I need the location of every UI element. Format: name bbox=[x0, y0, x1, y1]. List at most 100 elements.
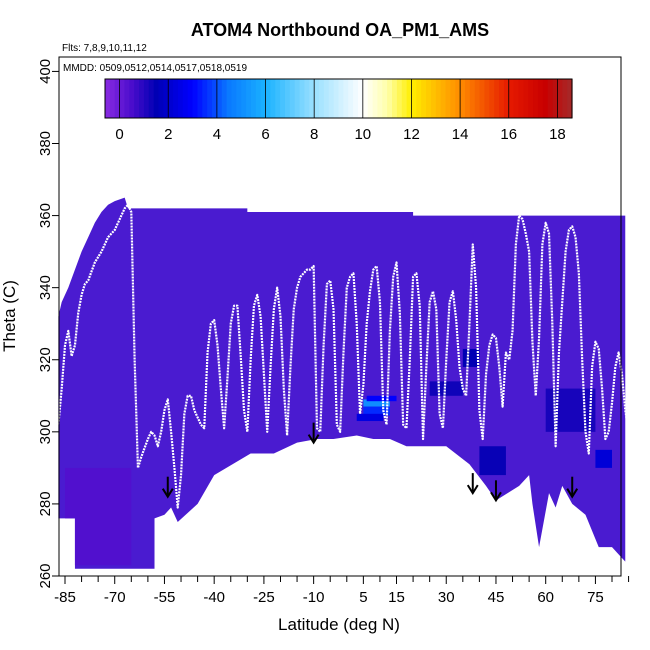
colorbar-tick-label: 12 bbox=[403, 126, 420, 143]
colorbar-swatch bbox=[445, 79, 451, 118]
field-cell bbox=[545, 388, 596, 432]
colorbar-swatch bbox=[484, 79, 490, 118]
x-tick-label: -10 bbox=[303, 589, 325, 606]
x-tick-label: 75 bbox=[587, 589, 604, 606]
field-cell bbox=[363, 406, 390, 416]
colorbar-swatch bbox=[542, 79, 549, 118]
colorbar-swatch bbox=[328, 79, 335, 118]
colorbar-swatch bbox=[148, 79, 155, 118]
colorbar-swatch bbox=[348, 79, 354, 118]
colorbar-swatch bbox=[372, 79, 379, 118]
colorbar-swatch bbox=[153, 79, 160, 118]
flight-track-line bbox=[57, 203, 630, 509]
colorbar-swatch bbox=[143, 79, 150, 118]
colorbar-swatch bbox=[163, 79, 169, 118]
colorbar-swatch bbox=[114, 79, 121, 118]
dates-label: MMDD: 0509,0512,0514,0517,0518,0519 bbox=[63, 63, 247, 74]
colorbar-swatch bbox=[246, 79, 252, 118]
colorbar-swatch bbox=[192, 79, 199, 118]
colorbar-swatch bbox=[207, 79, 213, 118]
y-tick-label: 260 bbox=[37, 563, 54, 588]
colorbar-swatch bbox=[187, 79, 194, 118]
colorbar-swatch bbox=[323, 79, 330, 118]
x-tick-label: -85 bbox=[54, 589, 76, 606]
y-tick-label: 320 bbox=[37, 347, 54, 372]
colorbar-swatch bbox=[314, 79, 320, 118]
x-axis: -85 -70 -55 -40 -25 -10 5 15 30 45 60 75 bbox=[54, 576, 630, 606]
x-tick-label: 5 bbox=[359, 589, 367, 606]
colorbar-swatch bbox=[489, 79, 495, 118]
colorbar-swatch bbox=[333, 79, 340, 118]
x-tick-label: 60 bbox=[537, 589, 554, 606]
colorbar-swatch bbox=[503, 79, 510, 118]
x-tick-label: -25 bbox=[253, 589, 275, 606]
field-background bbox=[58, 197, 626, 569]
colorbar-swatch bbox=[231, 79, 237, 118]
y-axis: 260 280 300 320 340 360 380 400 bbox=[37, 59, 59, 589]
colorbar-swatch bbox=[270, 79, 276, 118]
colorbar-swatch bbox=[382, 79, 388, 118]
colorbar-swatch bbox=[426, 79, 432, 118]
x-tick-label: -40 bbox=[203, 589, 225, 606]
colorbar-tick-label: 2 bbox=[164, 126, 172, 143]
colorbar-swatch bbox=[528, 79, 534, 118]
colorbar-swatch bbox=[499, 79, 505, 118]
y-tick-label: 400 bbox=[37, 59, 54, 84]
colorbar-swatch bbox=[216, 79, 223, 118]
colorbar-swatch bbox=[474, 79, 481, 118]
colorbar-swatch bbox=[547, 79, 554, 118]
colorbar-swatch bbox=[416, 79, 422, 118]
colorbar-swatch bbox=[357, 79, 364, 118]
colorbar-swatch bbox=[202, 79, 208, 118]
colorbar-swatch bbox=[508, 79, 515, 118]
x-axis-label: Latitude (deg N) bbox=[278, 615, 400, 634]
colorbar-swatch bbox=[557, 79, 563, 118]
field-cell bbox=[595, 449, 612, 468]
colorbar-swatch bbox=[450, 79, 456, 118]
colorbar-swatch bbox=[226, 79, 233, 118]
x-tick-label: 30 bbox=[438, 589, 455, 606]
colorbar-swatch bbox=[241, 79, 247, 118]
colorbar-swatch bbox=[124, 79, 130, 118]
colorbar-swatch bbox=[129, 79, 135, 118]
field-cell bbox=[479, 446, 506, 476]
field-cell bbox=[356, 413, 384, 422]
colorbar-swatch bbox=[367, 79, 374, 118]
colorbar-swatch bbox=[435, 79, 442, 118]
arrow-marker bbox=[490, 480, 502, 503]
colorbar-swatch bbox=[377, 79, 383, 118]
y-tick-label: 360 bbox=[37, 203, 54, 228]
colorbar-swatch bbox=[537, 79, 544, 118]
colorbar-tick-label: 18 bbox=[549, 126, 566, 143]
colorbar-swatch bbox=[134, 79, 140, 118]
colorbar-swatch bbox=[265, 79, 271, 118]
colorbar-tick-label: 8 bbox=[310, 126, 318, 143]
colorbar-tick-label: 16 bbox=[500, 126, 517, 143]
colorbar-swatch bbox=[421, 79, 427, 118]
colorbar-swatch bbox=[173, 79, 179, 118]
colorbar-swatch bbox=[533, 79, 539, 118]
colorbar-swatch bbox=[105, 79, 111, 118]
arrow-marker bbox=[307, 422, 320, 445]
colorbar-tick-label: 10 bbox=[354, 126, 371, 143]
colorbar-tick-label: 0 bbox=[115, 126, 123, 143]
y-tick-label: 340 bbox=[37, 275, 54, 300]
colorbar-swatch bbox=[396, 79, 403, 118]
colorbar: 0 2 4 6 8 10 12 14 16 18 bbox=[104, 78, 573, 143]
colorbar-swatch bbox=[494, 79, 500, 118]
field-cell bbox=[366, 395, 397, 402]
colorbar-swatch bbox=[139, 79, 145, 118]
colorbar-swatch bbox=[158, 79, 164, 118]
colorbar-swatch bbox=[411, 79, 417, 118]
colorbar-swatch bbox=[168, 79, 174, 118]
colorbar-swatch bbox=[513, 79, 520, 118]
colorbar-swatch bbox=[518, 79, 524, 118]
colorbar-swatch bbox=[109, 79, 116, 118]
colorbar-swatch bbox=[567, 79, 573, 118]
colorbar-swatch bbox=[562, 79, 568, 118]
colorbar-swatch bbox=[250, 79, 257, 118]
colorbar-swatch bbox=[362, 79, 369, 118]
colorbar-swatch bbox=[343, 79, 349, 118]
colorbar-swatch bbox=[392, 79, 398, 118]
